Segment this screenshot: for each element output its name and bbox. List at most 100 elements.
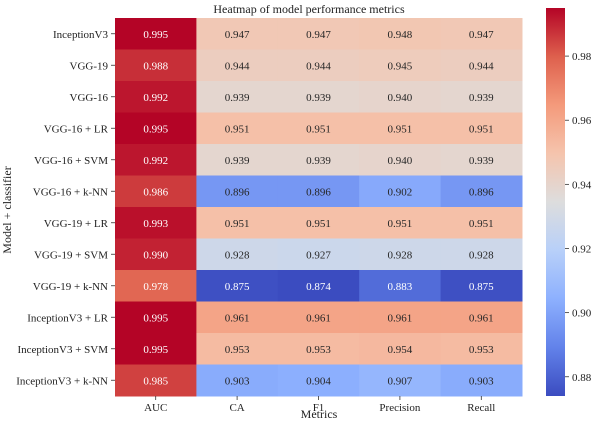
column-label: AUC (144, 402, 167, 414)
cell-value-label: 0.947 (306, 29, 331, 41)
cell-value-label: 0.951 (469, 123, 494, 135)
heatmap-cell (440, 18, 523, 50)
cell-value-label: 0.992 (143, 92, 168, 104)
cell-value-label: 0.904 (306, 375, 331, 387)
heatmap-cell (277, 49, 360, 82)
cell-value-label: 0.986 (143, 186, 168, 198)
heatmap-cell (115, 364, 197, 397)
cell-value-label: 0.944 (306, 60, 331, 72)
heatmap-cell (440, 301, 523, 334)
heatmap-cell (277, 333, 360, 365)
row-label: VGG-16 + k-NN (33, 186, 108, 198)
colorbar-tick-label: 0.98 (572, 51, 592, 63)
row-label: VGG-16 (70, 92, 109, 104)
cell-value-label: 0.992 (143, 155, 168, 167)
heatmap-cell (115, 81, 197, 113)
cell-value-label: 0.947 (225, 29, 250, 41)
cell-value-label: 0.954 (388, 344, 413, 356)
cell-value-label: 0.902 (388, 186, 413, 198)
heatmap-cell (277, 270, 360, 302)
heatmap-cell (277, 238, 360, 271)
cell-value-label: 0.896 (225, 186, 250, 198)
chart-title: Heatmap of model performance metrics (213, 2, 405, 16)
cell-value-label: 0.928 (388, 249, 413, 261)
row-label: InceptionV3 + LR (27, 312, 108, 324)
row-label: InceptionV3 (53, 29, 108, 41)
heatmap-cell (359, 175, 442, 208)
heatmap-cell (115, 144, 197, 176)
heatmap-cell (359, 144, 442, 176)
cell-value-label: 0.990 (143, 249, 168, 261)
heatmap-cell (440, 333, 523, 365)
cell-value-label: 0.896 (306, 186, 331, 198)
heatmap-cell (115, 175, 197, 208)
cell-value-label: 0.875 (225, 281, 250, 293)
colorbar-gradient (546, 8, 565, 396)
cell-value-label: 0.985 (143, 375, 168, 387)
cell-value-label: 0.951 (306, 218, 331, 230)
heatmap-cell (196, 207, 279, 239)
heatmap-cell (440, 207, 523, 239)
heatmap-cell (359, 112, 442, 145)
heatmap-cell (196, 301, 279, 334)
heatmap-cell (440, 81, 523, 113)
heatmap-cell (196, 333, 279, 365)
heatmap-cell (440, 112, 523, 145)
heatmap-cell (440, 49, 523, 82)
heatmap-cell (277, 175, 360, 208)
column-label: Recall (467, 402, 495, 414)
cell-value-label: 0.927 (306, 249, 331, 261)
cell-value-label: 0.940 (388, 155, 413, 167)
heatmap-cell (440, 238, 523, 271)
y-axis-label: Model + classifier (0, 166, 14, 253)
cell-value-label: 0.953 (469, 344, 494, 356)
row-label: VGG-16 + SVM (34, 155, 108, 167)
cell-value-label: 0.951 (225, 218, 250, 230)
cell-value-label: 0.883 (388, 281, 413, 293)
heatmap-cell (115, 207, 197, 239)
heatmap-cell (196, 238, 279, 271)
cell-value-label: 0.961 (388, 312, 413, 324)
colorbar-tick-label: 0.88 (572, 372, 592, 384)
cell-value-label: 0.951 (469, 218, 494, 230)
cell-value-label: 0.995 (143, 312, 168, 324)
heatmap-cell (196, 364, 279, 397)
cell-value-label: 0.939 (306, 92, 331, 104)
heatmap-cell (196, 18, 279, 50)
cell-value-label: 0.945 (388, 60, 413, 72)
colorbar: 0.88 0.90 0.92 0.94 0.96 0.98 (546, 8, 592, 396)
cell-value-label: 0.939 (225, 92, 250, 104)
cell-value-label: 0.896 (469, 186, 494, 198)
heatmap-cell (277, 81, 360, 113)
heatmap-cell (115, 238, 197, 271)
column-labels: AUC CA F1 Precision Recall (144, 396, 495, 414)
cell-value-label: 0.961 (225, 312, 250, 324)
cell-value-label: 0.988 (143, 60, 168, 72)
heatmap-cell (196, 112, 279, 145)
x-axis-label: Metrics (301, 407, 338, 421)
row-labels: InceptionV3 VGG-19 VGG-16 VGG-16 + LR VGG-16… (16, 29, 115, 387)
cell-value-label: 0.907 (388, 375, 413, 387)
cell-value-label: 0.944 (469, 60, 494, 72)
heatmap-cell (277, 301, 360, 334)
colorbar-tick-label: 0.96 (572, 115, 592, 127)
cell-value-label: 0.874 (306, 281, 331, 293)
cell-value-label: 0.951 (306, 123, 331, 135)
heatmap-cell (277, 364, 360, 397)
heatmap-cell (277, 18, 360, 50)
row-label: VGG-19 + LR (44, 218, 109, 230)
cell-value-label: 0.944 (225, 60, 250, 72)
heatmap-cell (359, 270, 442, 302)
heatmap-cell (359, 301, 442, 334)
heatmap-cell (277, 144, 360, 176)
cell-value-label: 0.939 (225, 155, 250, 167)
cell-value-label: 0.995 (143, 344, 168, 356)
heatmap-cells: 0.995 0.947 0.947 0.948 0.947 0.988 0.944 0.944… (115, 18, 523, 397)
heatmap-cell (115, 112, 197, 145)
cell-value-label: 0.995 (143, 29, 168, 41)
cell-value-label: 0.961 (306, 312, 331, 324)
heatmap-cell (440, 144, 523, 176)
heatmap-cell (359, 364, 442, 397)
heatmap-cell (196, 49, 279, 82)
